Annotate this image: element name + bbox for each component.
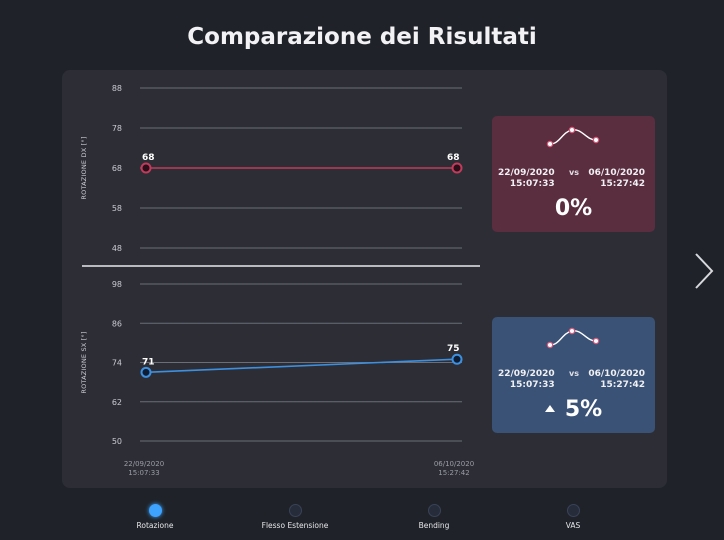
data-label: 68 — [142, 153, 155, 163]
x-tick-label: 15:27:42 — [438, 469, 469, 477]
date-b: 06/10/2020 15:27:42 — [588, 168, 645, 189]
page-dot-bending[interactable] — [427, 504, 441, 517]
page-label[interactable]: Rotazione — [136, 521, 174, 530]
y-tick-label: 98 — [112, 280, 122, 289]
data-point — [451, 353, 463, 365]
y-tick-label: 88 — [112, 84, 122, 93]
data-label: 71 — [142, 357, 155, 367]
y-axis-label: ROTAZIONE SX [°] — [80, 331, 88, 393]
page-label[interactable]: VAS — [565, 521, 581, 530]
date-a: 22/09/2020 15:07:33 — [498, 369, 555, 390]
x-tick-label: 06/10/2020 — [434, 460, 474, 468]
data-label: 68 — [447, 153, 460, 163]
x-tick-label: 22/09/2020 — [124, 460, 164, 468]
x-tick-label: 15:07:33 — [128, 469, 159, 477]
page-indicator: Rotazione Flesso Estensione Bending VAS — [0, 500, 724, 540]
comparison-box-dx: 22/09/2020 15:07:33 vs 06/10/2020 15:27:42… — [492, 116, 655, 232]
page-label[interactable]: Bending — [418, 521, 450, 530]
y-tick-label: 58 — [112, 204, 122, 213]
data-label: 75 — [447, 344, 460, 354]
data-point — [451, 162, 463, 174]
vs-label: vs — [569, 369, 579, 378]
y-tick-label: 68 — [112, 164, 122, 173]
trend-curve-icon — [546, 126, 600, 148]
data-point — [140, 366, 152, 378]
charts-svg: 48 58 68 78 88 ROTAZIONE DX [°] 68 68 50 62 74 86 98… — [80, 84, 480, 477]
series-line — [145, 358, 458, 374]
percent-change: 5% — [492, 397, 655, 422]
y-tick-label: 50 — [112, 437, 122, 446]
y-tick-label: 78 — [112, 124, 122, 133]
y-axis-label: ROTAZIONE DX [°] — [80, 136, 88, 199]
chevron-right-icon[interactable] — [692, 250, 716, 292]
comparison-box-sx: 22/09/2020 15:07:33 vs 06/10/2020 15:27:42… — [492, 317, 655, 433]
y-tick-label: 62 — [112, 398, 122, 407]
page-title: Comparazione dei Risultati — [187, 24, 537, 50]
y-tick-label: 48 — [112, 244, 122, 253]
vs-label: vs — [569, 168, 579, 177]
page-label[interactable]: Flesso Estensione — [261, 521, 329, 530]
trend-curve-icon — [546, 327, 600, 349]
page-dot-rotazione[interactable] — [148, 504, 162, 517]
page-dot-vas[interactable] — [566, 504, 580, 517]
percent-change: 0% — [554, 196, 593, 221]
y-tick-label: 74 — [112, 359, 122, 368]
comparison-card: 48 58 68 78 88 ROTAZIONE DX [°] 68 68 50 62 74 86 98… — [62, 70, 667, 488]
data-point — [140, 162, 152, 174]
triangle-up-icon — [544, 405, 555, 412]
date-b: 06/10/2020 15:27:42 — [588, 369, 645, 390]
date-a: 22/09/2020 15:07:33 — [498, 168, 555, 189]
page-dot-flesso-estensione[interactable] — [288, 504, 302, 517]
y-tick-label: 86 — [112, 319, 122, 328]
